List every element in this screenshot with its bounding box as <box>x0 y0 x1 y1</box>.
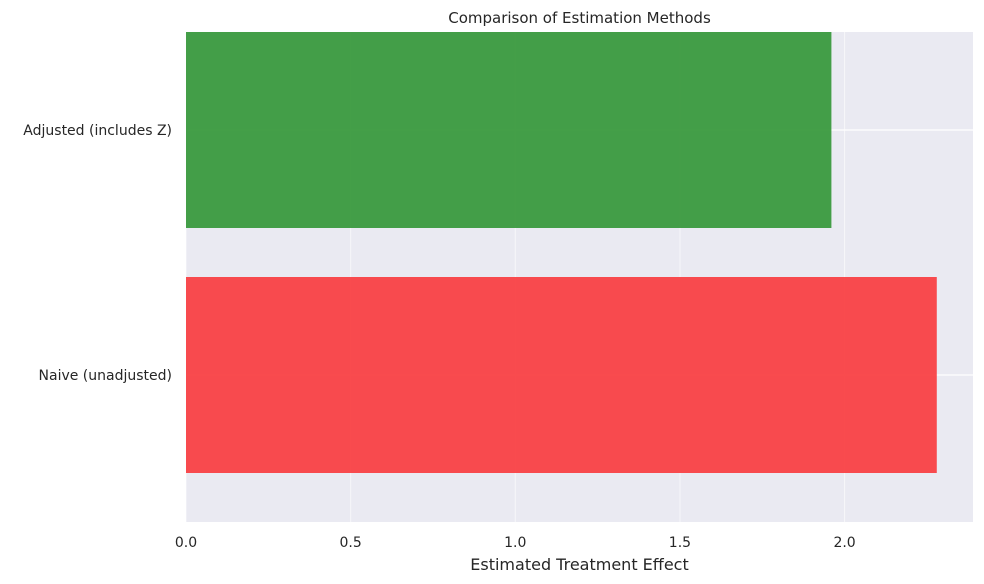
bars <box>186 32 937 473</box>
x-axis-label: Estimated Treatment Effect <box>470 555 688 574</box>
x-tick-label: 0.0 <box>175 535 197 551</box>
x-tick-label: 1.5 <box>669 535 691 551</box>
bar-adjusted-includes-z <box>186 32 832 228</box>
y-category-label: Naive (unadjusted) <box>39 368 172 384</box>
x-axis-ticks: 0.0 0.5 1.0 1.5 2.0 <box>175 535 856 551</box>
y-category-label: Adjusted (includes Z) <box>23 123 172 139</box>
bar-naive-unadjusted <box>186 277 937 473</box>
x-tick-label: 2.0 <box>833 535 855 551</box>
y-axis-categories: Naive (unadjusted) Adjusted (includes Z) <box>23 123 172 384</box>
x-tick-label: 1.0 <box>504 535 526 551</box>
x-tick-label: 0.5 <box>340 535 362 551</box>
chart-title: Comparison of Estimation Methods <box>448 9 711 27</box>
